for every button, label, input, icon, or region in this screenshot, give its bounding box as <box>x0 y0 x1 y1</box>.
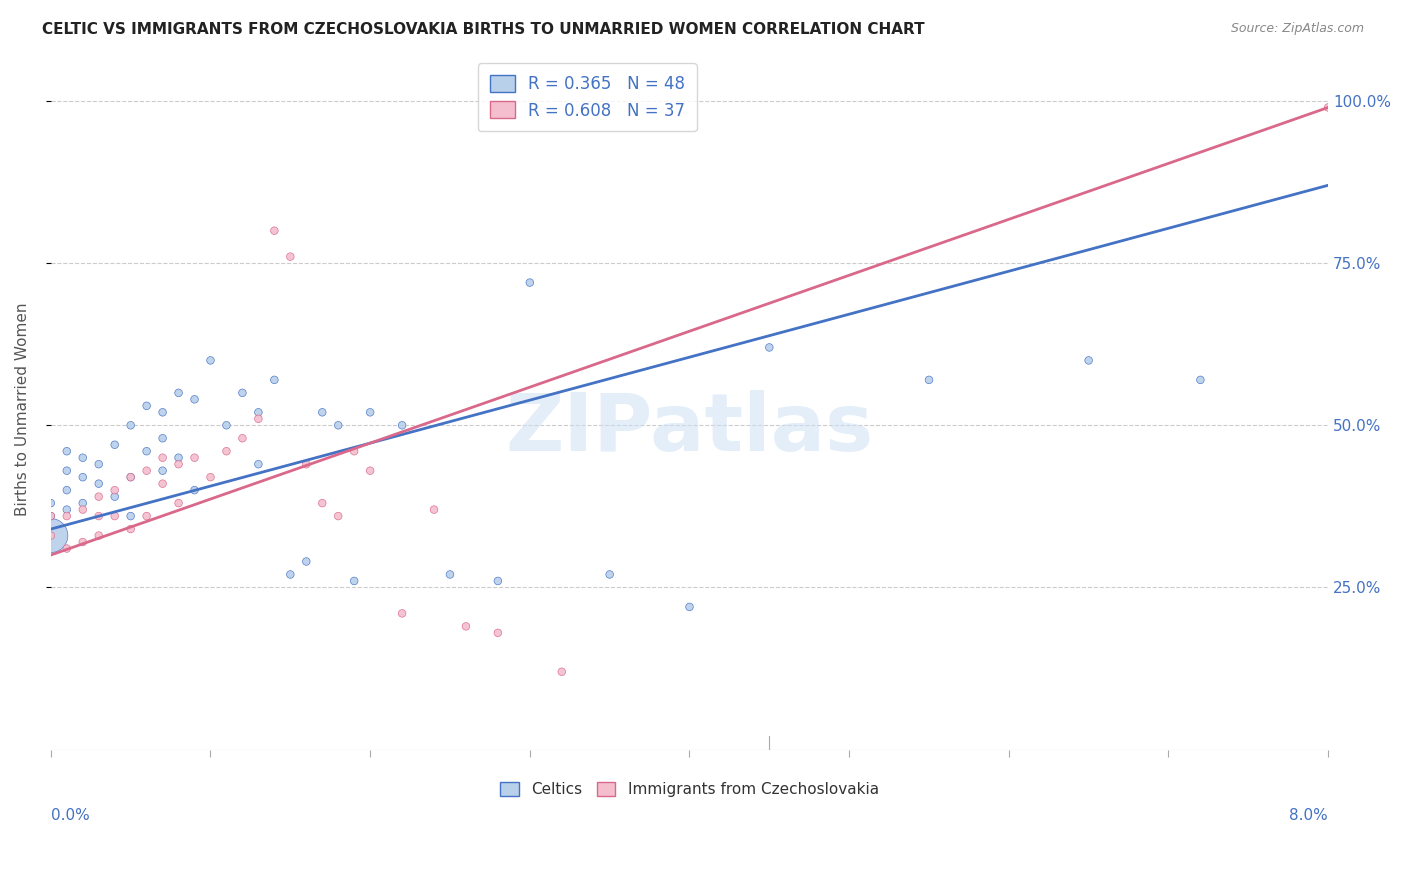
Point <box>328 418 350 433</box>
Point <box>87 476 110 491</box>
Point <box>343 574 366 588</box>
Text: ZIPatlas: ZIPatlas <box>505 391 873 468</box>
Point <box>135 509 157 524</box>
Point <box>152 431 174 445</box>
Point <box>200 353 222 368</box>
Point <box>263 373 285 387</box>
Point <box>120 509 142 524</box>
Point <box>152 476 174 491</box>
Point <box>72 470 94 484</box>
Point <box>39 528 62 542</box>
Point <box>1077 353 1099 368</box>
Legend: Celtics, Immigrants from Czechoslovakia: Celtics, Immigrants from Czechoslovakia <box>494 776 884 804</box>
Point <box>104 438 127 452</box>
Point <box>183 392 205 407</box>
Point <box>439 567 461 582</box>
Point <box>918 373 941 387</box>
Point <box>359 405 381 419</box>
Text: 8.0%: 8.0% <box>1289 808 1329 823</box>
Point <box>72 450 94 465</box>
Text: 0.0%: 0.0% <box>51 808 90 823</box>
Point <box>215 418 238 433</box>
Point <box>87 528 110 542</box>
Point <box>56 464 79 478</box>
Point <box>152 464 174 478</box>
Point <box>359 464 381 478</box>
Point <box>39 509 62 524</box>
Point <box>72 496 94 510</box>
Point <box>678 599 700 614</box>
Point <box>120 418 142 433</box>
Point <box>167 385 190 400</box>
Point <box>200 470 222 484</box>
Point <box>391 418 413 433</box>
Point <box>295 457 318 471</box>
Point <box>343 444 366 458</box>
Point <box>167 496 190 510</box>
Point <box>247 411 270 425</box>
Point <box>278 567 301 582</box>
Point <box>56 509 79 524</box>
Point <box>56 483 79 497</box>
Point <box>39 496 62 510</box>
Point <box>1317 100 1340 114</box>
Point <box>56 444 79 458</box>
Point <box>135 464 157 478</box>
Point <box>120 470 142 484</box>
Point <box>167 457 190 471</box>
Point <box>135 399 157 413</box>
Point <box>183 450 205 465</box>
Point <box>1189 373 1212 387</box>
Point <box>104 509 127 524</box>
Point <box>519 276 541 290</box>
Point <box>486 574 509 588</box>
Point <box>56 502 79 516</box>
Point <box>486 625 509 640</box>
Point <box>231 431 253 445</box>
Point <box>247 405 270 419</box>
Text: CELTIC VS IMMIGRANTS FROM CZECHOSLOVAKIA BIRTHS TO UNMARRIED WOMEN CORRELATION C: CELTIC VS IMMIGRANTS FROM CZECHOSLOVAKIA… <box>42 22 925 37</box>
Point <box>247 457 270 471</box>
Point <box>152 450 174 465</box>
Point <box>311 496 333 510</box>
Point <box>87 509 110 524</box>
Point <box>391 607 413 621</box>
Point <box>183 483 205 497</box>
Point <box>454 619 477 633</box>
Text: Source: ZipAtlas.com: Source: ZipAtlas.com <box>1230 22 1364 36</box>
Point <box>599 567 621 582</box>
Point <box>104 490 127 504</box>
Point <box>135 444 157 458</box>
Point <box>56 541 79 556</box>
Point <box>39 528 62 542</box>
Point <box>104 483 127 497</box>
Y-axis label: Births to Unmarried Women: Births to Unmarried Women <box>15 302 30 516</box>
Point <box>758 341 780 355</box>
Point <box>295 554 318 568</box>
Point <box>231 385 253 400</box>
Point <box>72 502 94 516</box>
Point <box>215 444 238 458</box>
Point <box>278 250 301 264</box>
Point <box>328 509 350 524</box>
Point <box>551 665 574 679</box>
Point <box>152 405 174 419</box>
Point <box>87 490 110 504</box>
Point <box>87 457 110 471</box>
Point <box>423 502 446 516</box>
Point <box>311 405 333 419</box>
Point <box>120 470 142 484</box>
Point <box>39 509 62 524</box>
Point <box>263 224 285 238</box>
Point <box>167 450 190 465</box>
Point <box>120 522 142 536</box>
Point <box>72 535 94 549</box>
